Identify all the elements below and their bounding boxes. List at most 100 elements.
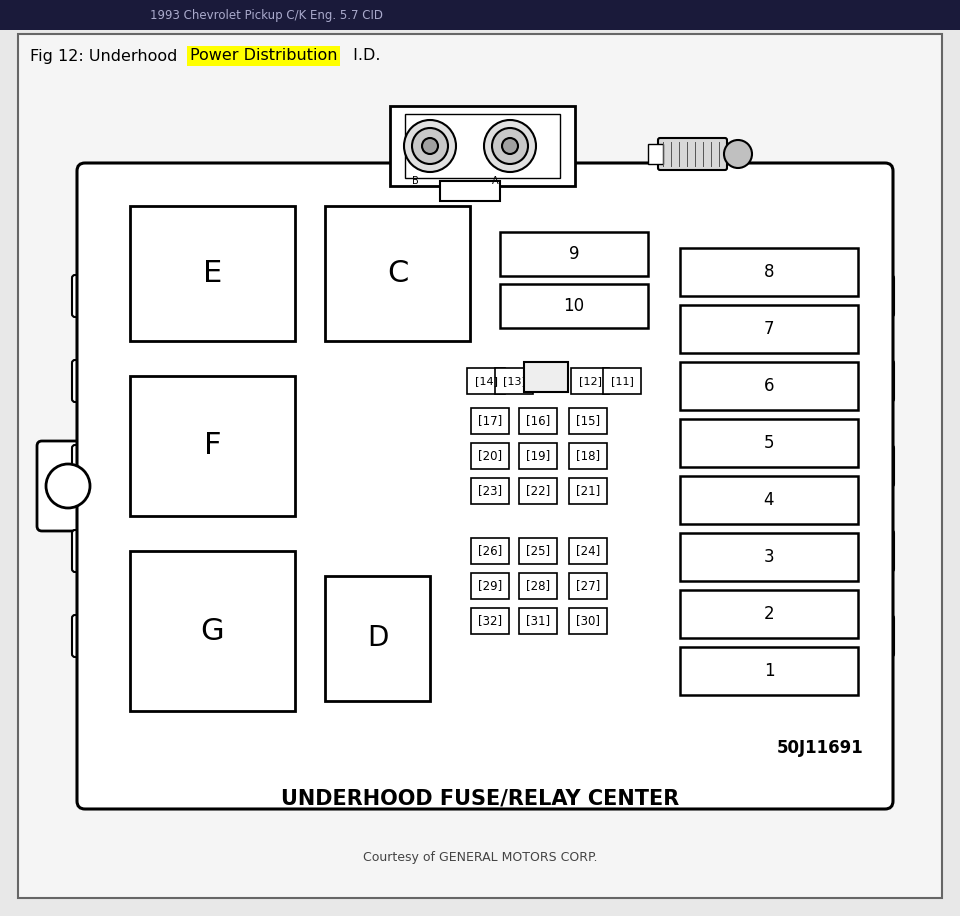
Circle shape xyxy=(502,138,518,154)
FancyBboxPatch shape xyxy=(680,305,858,353)
FancyBboxPatch shape xyxy=(658,138,727,170)
FancyBboxPatch shape xyxy=(870,615,894,657)
Text: D: D xyxy=(367,625,388,652)
FancyBboxPatch shape xyxy=(569,478,607,504)
Text: [16]: [16] xyxy=(526,415,550,428)
FancyBboxPatch shape xyxy=(77,163,893,809)
FancyBboxPatch shape xyxy=(519,573,557,599)
FancyBboxPatch shape xyxy=(519,608,557,634)
FancyBboxPatch shape xyxy=(680,419,858,467)
FancyBboxPatch shape xyxy=(870,445,894,487)
Text: C: C xyxy=(387,259,408,288)
Text: Fig 12: Underhood: Fig 12: Underhood xyxy=(30,49,182,63)
FancyBboxPatch shape xyxy=(519,443,557,469)
FancyBboxPatch shape xyxy=(405,114,560,178)
Text: [17]: [17] xyxy=(478,415,502,428)
FancyBboxPatch shape xyxy=(130,206,295,341)
FancyBboxPatch shape xyxy=(72,530,96,572)
FancyBboxPatch shape xyxy=(680,362,858,410)
Text: [25]: [25] xyxy=(526,544,550,558)
FancyBboxPatch shape xyxy=(519,408,557,434)
FancyBboxPatch shape xyxy=(569,408,607,434)
Text: 7: 7 xyxy=(764,320,775,338)
FancyBboxPatch shape xyxy=(571,368,609,394)
Text: [27]: [27] xyxy=(576,580,600,593)
FancyBboxPatch shape xyxy=(870,530,894,572)
Text: [13]: [13] xyxy=(503,376,525,386)
FancyBboxPatch shape xyxy=(680,647,858,695)
Text: 10: 10 xyxy=(564,297,585,315)
Text: [26]: [26] xyxy=(478,544,502,558)
FancyBboxPatch shape xyxy=(467,368,505,394)
Text: 50J11691: 50J11691 xyxy=(777,739,863,757)
Text: 1: 1 xyxy=(764,662,775,680)
FancyBboxPatch shape xyxy=(471,478,509,504)
FancyBboxPatch shape xyxy=(569,608,607,634)
Text: 9: 9 xyxy=(568,245,579,263)
FancyBboxPatch shape xyxy=(569,538,607,564)
FancyBboxPatch shape xyxy=(72,445,96,487)
FancyBboxPatch shape xyxy=(130,376,295,516)
FancyBboxPatch shape xyxy=(72,615,96,657)
FancyBboxPatch shape xyxy=(72,275,96,317)
FancyBboxPatch shape xyxy=(519,538,557,564)
FancyBboxPatch shape xyxy=(519,478,557,504)
FancyBboxPatch shape xyxy=(18,34,942,898)
Text: F: F xyxy=(204,431,221,461)
FancyBboxPatch shape xyxy=(325,576,430,701)
FancyBboxPatch shape xyxy=(471,443,509,469)
FancyBboxPatch shape xyxy=(870,360,894,402)
Text: 5: 5 xyxy=(764,434,775,452)
Text: [15]: [15] xyxy=(576,415,600,428)
Circle shape xyxy=(422,138,438,154)
Circle shape xyxy=(492,128,528,164)
Text: [22]: [22] xyxy=(526,485,550,497)
Text: [24]: [24] xyxy=(576,544,600,558)
Text: I.D.: I.D. xyxy=(348,49,380,63)
FancyBboxPatch shape xyxy=(870,275,894,317)
Text: [23]: [23] xyxy=(478,485,502,497)
FancyBboxPatch shape xyxy=(37,441,102,531)
Text: [32]: [32] xyxy=(478,615,502,627)
FancyBboxPatch shape xyxy=(524,362,568,392)
Text: [28]: [28] xyxy=(526,580,550,593)
Text: [11]: [11] xyxy=(611,376,634,386)
FancyBboxPatch shape xyxy=(680,248,858,296)
Circle shape xyxy=(404,120,456,172)
Circle shape xyxy=(412,128,448,164)
FancyBboxPatch shape xyxy=(680,533,858,581)
Text: E: E xyxy=(203,259,222,288)
Text: 1993 Chevrolet Pickup C/K Eng. 5.7 CID: 1993 Chevrolet Pickup C/K Eng. 5.7 CID xyxy=(150,8,383,21)
Text: [29]: [29] xyxy=(478,580,502,593)
FancyBboxPatch shape xyxy=(72,360,96,402)
Text: [18]: [18] xyxy=(576,450,600,463)
Text: [12]: [12] xyxy=(579,376,602,386)
FancyBboxPatch shape xyxy=(680,590,858,638)
FancyBboxPatch shape xyxy=(569,443,607,469)
Text: 3: 3 xyxy=(764,548,775,566)
FancyBboxPatch shape xyxy=(603,368,641,394)
Text: G: G xyxy=(201,616,225,646)
FancyBboxPatch shape xyxy=(680,476,858,524)
FancyBboxPatch shape xyxy=(495,368,533,394)
FancyBboxPatch shape xyxy=(390,106,575,186)
FancyBboxPatch shape xyxy=(569,573,607,599)
Text: 6: 6 xyxy=(764,377,775,395)
FancyBboxPatch shape xyxy=(471,408,509,434)
Text: [30]: [30] xyxy=(576,615,600,627)
Text: B: B xyxy=(412,176,419,186)
FancyBboxPatch shape xyxy=(0,0,960,30)
FancyBboxPatch shape xyxy=(130,551,295,711)
Text: 4: 4 xyxy=(764,491,775,509)
FancyBboxPatch shape xyxy=(648,144,663,164)
FancyBboxPatch shape xyxy=(471,573,509,599)
Circle shape xyxy=(46,464,90,508)
FancyBboxPatch shape xyxy=(325,206,470,341)
Text: [21]: [21] xyxy=(576,485,600,497)
FancyBboxPatch shape xyxy=(471,538,509,564)
FancyBboxPatch shape xyxy=(500,232,648,276)
Text: [19]: [19] xyxy=(526,450,550,463)
Text: UNDERHOOD FUSE/RELAY CENTER: UNDERHOOD FUSE/RELAY CENTER xyxy=(281,788,679,808)
FancyBboxPatch shape xyxy=(500,284,648,328)
Text: [14]: [14] xyxy=(474,376,497,386)
